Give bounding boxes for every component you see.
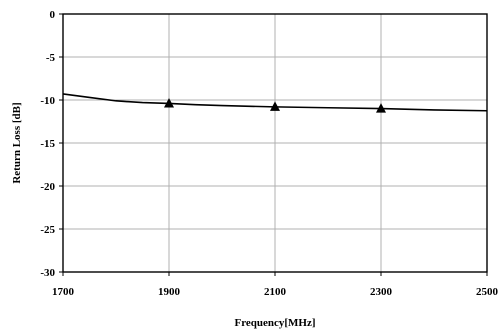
y-tick-label: -5 (46, 52, 56, 64)
y-tick-label: -20 (40, 181, 55, 193)
data-series (62, 93, 488, 113)
y-tick-label: -30 (40, 267, 55, 279)
x-axis-label: Frequency[MHz] (234, 317, 315, 329)
y-tick-label: 0 (50, 9, 56, 21)
y-tick-label: -25 (40, 224, 55, 236)
y-axis-label: Return Loss [dB] (11, 102, 23, 183)
triangle-marker (376, 103, 386, 113)
grid-lines (59, 13, 488, 276)
return-loss-line (62, 93, 488, 112)
y-tick-label: -15 (40, 138, 55, 150)
x-tick-label: 2300 (370, 286, 393, 298)
triangle-marker (270, 101, 280, 111)
x-tick-label: 1900 (158, 286, 181, 298)
x-tick-label: 2100 (264, 286, 287, 298)
x-tick-label: 1700 (52, 286, 75, 298)
x-tick-label: 2500 (476, 286, 499, 298)
triangle-marker (164, 97, 174, 108)
tick-labels: 0 -5 -10 -15 -20 -25 -30 1700 1900 2100 2300 2500 (40, 9, 498, 298)
y-tick-label: -10 (40, 95, 55, 107)
plot-area-frame (62, 13, 488, 273)
